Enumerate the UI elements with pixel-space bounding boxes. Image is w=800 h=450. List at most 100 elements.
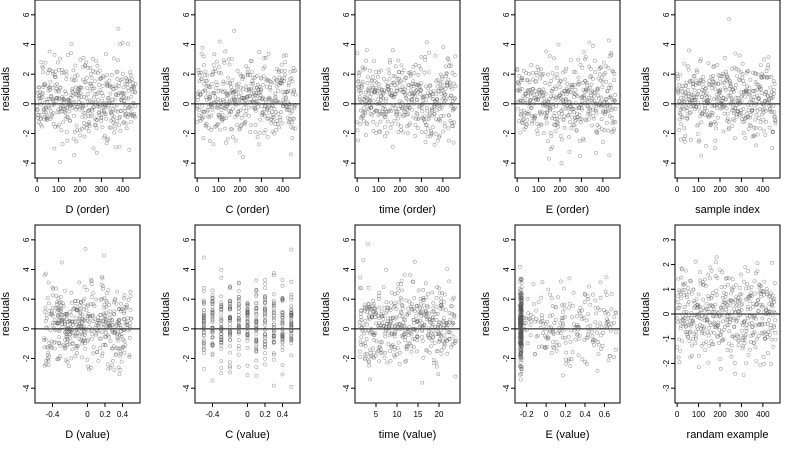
data-point: [365, 242, 370, 247]
data-point: [742, 82, 747, 86]
data-point: [126, 297, 131, 302]
data-point: [287, 120, 292, 125]
data-point: [768, 110, 773, 114]
data-point: [105, 362, 110, 367]
data-point: [447, 279, 452, 284]
data-point: [539, 295, 544, 300]
data-point: [703, 348, 708, 353]
data-point: [289, 325, 294, 330]
data-point: [100, 354, 104, 358]
data-point: [684, 268, 688, 273]
data-point: [377, 297, 381, 301]
data-point: [50, 309, 54, 314]
data-point: [56, 357, 61, 362]
data-point: [91, 302, 96, 307]
data-point: [236, 329, 241, 334]
data-point: [363, 90, 368, 95]
data-point: [401, 130, 406, 135]
data-point: [378, 68, 383, 73]
data-point: [421, 355, 426, 360]
data-point: [201, 285, 206, 290]
data-point: [439, 92, 444, 96]
data-point: [225, 136, 230, 141]
y-tick-label: 6: [22, 12, 31, 17]
data-point: [382, 115, 387, 120]
data-point: [112, 97, 117, 102]
data-point: [730, 277, 735, 282]
data-point: [293, 68, 298, 73]
y-tick-label: -2: [22, 354, 31, 362]
data-point: [589, 82, 594, 87]
data-point: [102, 253, 106, 258]
data-point: [49, 93, 54, 98]
data-point: [254, 358, 259, 363]
data-point: [426, 70, 431, 75]
data-point: [56, 68, 61, 72]
data-point: [219, 325, 224, 330]
data-point: [554, 348, 559, 353]
data-point: [355, 51, 360, 56]
data-point: [771, 344, 776, 349]
data-point: [113, 122, 117, 127]
data-point: [254, 321, 259, 326]
data-point: [397, 80, 402, 85]
data-point: [72, 153, 77, 158]
data-point: [422, 114, 427, 119]
data-point: [714, 293, 719, 297]
data-point: [383, 99, 388, 104]
data-point: [221, 79, 226, 84]
data-point: [205, 79, 209, 83]
data-point: [241, 155, 245, 159]
data-point: [121, 337, 125, 342]
data-point: [378, 340, 383, 345]
data-point: [378, 119, 383, 124]
data-point: [231, 90, 236, 95]
data-point: [43, 100, 48, 105]
data-point: [424, 84, 429, 89]
data-point: [386, 316, 390, 321]
data-point: [107, 302, 112, 307]
data-point: [219, 108, 224, 112]
data-point: [404, 358, 409, 363]
data-point: [426, 328, 431, 333]
data-point: [413, 326, 418, 331]
data-point: [703, 104, 707, 108]
data-point: [87, 120, 92, 125]
data-point: [435, 325, 440, 330]
data-point: [97, 320, 101, 325]
data-point: [98, 312, 103, 317]
data-point: [606, 109, 610, 114]
data-point: [735, 302, 740, 307]
data-point: [271, 292, 276, 297]
data-point: [382, 305, 387, 310]
data-point: [518, 130, 523, 135]
data-point: [443, 87, 448, 91]
data-point: [515, 68, 520, 73]
y-tick-label: -4: [22, 384, 31, 392]
data-point: [228, 331, 232, 336]
data-point: [76, 324, 81, 329]
data-point: [389, 91, 394, 96]
data-point: [228, 329, 232, 334]
data-point: [439, 352, 444, 357]
data-point: [50, 313, 55, 318]
data-point: [707, 79, 712, 83]
data-point: [92, 92, 97, 97]
data-point: [78, 300, 83, 305]
data-point: [711, 74, 716, 78]
data-point: [392, 303, 397, 308]
x-axis-label: randam example: [687, 429, 769, 441]
data-point: [245, 373, 250, 378]
data-point: [397, 321, 402, 326]
data-point: [122, 305, 127, 310]
data-point: [747, 89, 752, 94]
data-point: [527, 80, 532, 85]
data-point: [759, 91, 764, 95]
data-point: [404, 76, 409, 81]
data-point: [770, 130, 775, 135]
data-point: [61, 120, 65, 125]
data-point: [771, 129, 776, 134]
data-point: [546, 139, 550, 144]
data-point: [368, 68, 373, 73]
data-point: [589, 93, 594, 98]
